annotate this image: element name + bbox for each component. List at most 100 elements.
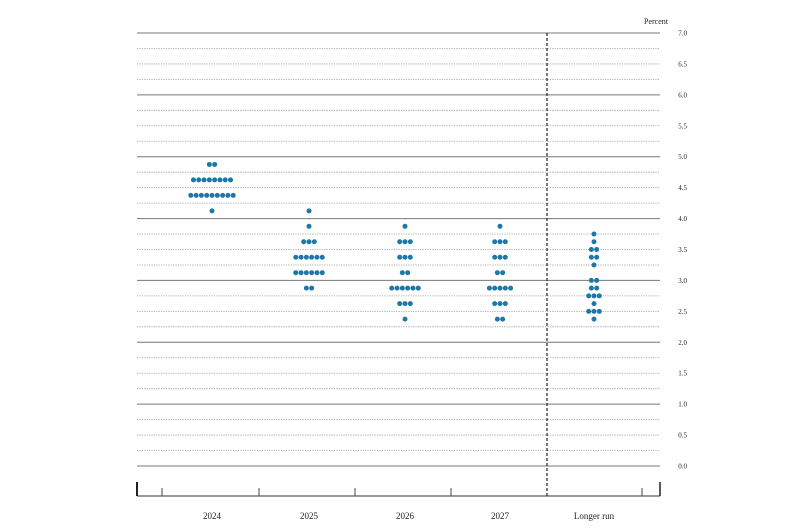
participant-dot bbox=[588, 285, 594, 291]
participant-dot bbox=[591, 316, 597, 322]
x-category-label: 2025 bbox=[300, 511, 319, 521]
participant-dot bbox=[319, 270, 325, 276]
participant-dot bbox=[201, 177, 207, 183]
participant-dot bbox=[402, 301, 408, 307]
participant-dot bbox=[319, 254, 325, 260]
participant-dot bbox=[309, 254, 315, 260]
participant-dot bbox=[492, 285, 498, 291]
participant-dot bbox=[314, 254, 320, 260]
participant-dot bbox=[298, 270, 304, 276]
participant-dot bbox=[588, 254, 594, 260]
participant-dot bbox=[217, 177, 223, 183]
participant-dot bbox=[497, 285, 503, 291]
participant-dot bbox=[502, 239, 508, 245]
participant-dot bbox=[591, 262, 597, 268]
participant-dot bbox=[206, 177, 212, 183]
participant-dot bbox=[306, 239, 312, 245]
participant-dot bbox=[502, 301, 508, 307]
participant-dot bbox=[594, 254, 600, 260]
participant-dot bbox=[591, 293, 597, 299]
participant-dot bbox=[204, 192, 210, 198]
x-category-label: 2024 bbox=[203, 511, 222, 521]
y-tick-label: 2.5 bbox=[678, 308, 687, 316]
participant-dot bbox=[209, 208, 215, 214]
participant-dot bbox=[497, 301, 503, 307]
participant-dot bbox=[293, 254, 299, 260]
participant-dot bbox=[230, 192, 236, 198]
participant-dot bbox=[405, 270, 411, 276]
y-tick-label: 4.0 bbox=[678, 215, 687, 223]
participant-dot bbox=[228, 177, 234, 183]
participant-dot bbox=[405, 285, 411, 291]
participant-dot bbox=[594, 285, 600, 291]
participant-dot bbox=[298, 254, 304, 260]
participant-dot bbox=[594, 247, 600, 252]
participant-dot bbox=[399, 285, 405, 291]
participant-dot bbox=[415, 285, 421, 291]
participant-dot bbox=[190, 177, 196, 183]
y-tick-label: 3.5 bbox=[678, 246, 687, 254]
participant-dot bbox=[410, 285, 416, 291]
y-tick-label: 0.5 bbox=[678, 432, 687, 440]
y-tick-label: 2.0 bbox=[678, 339, 687, 347]
participant-dot bbox=[402, 254, 408, 260]
participant-dot bbox=[407, 254, 413, 260]
participant-dot bbox=[303, 270, 309, 276]
participant-dot bbox=[220, 192, 226, 198]
participant-dot bbox=[214, 192, 220, 198]
participant-dot bbox=[497, 239, 503, 245]
unit-label: Percent bbox=[644, 17, 669, 26]
participant-dot bbox=[402, 239, 408, 245]
participant-dot bbox=[594, 277, 600, 283]
participant-dot bbox=[397, 301, 403, 307]
x-category-label: 2026 bbox=[396, 511, 415, 521]
participant-dot bbox=[497, 254, 503, 260]
participant-dot bbox=[497, 223, 503, 229]
participant-dot bbox=[212, 177, 218, 183]
participant-dot bbox=[399, 270, 405, 276]
participant-dot bbox=[596, 293, 602, 299]
y-tick-label: 6.0 bbox=[678, 91, 687, 99]
y-tick-label: 4.5 bbox=[678, 184, 687, 192]
participant-dot bbox=[306, 223, 312, 229]
participant-dot bbox=[293, 270, 299, 276]
participant-dot bbox=[591, 231, 597, 237]
participant-dot bbox=[492, 239, 498, 245]
data-dots bbox=[188, 161, 602, 322]
participant-dot bbox=[389, 285, 395, 291]
gridlines bbox=[137, 32, 660, 467]
participant-dot bbox=[591, 301, 597, 307]
y-tick-label: 1.5 bbox=[678, 370, 687, 378]
participant-dot bbox=[309, 270, 315, 276]
x-category-label: Longer run bbox=[574, 511, 615, 521]
participant-dot bbox=[596, 308, 602, 314]
participant-dot bbox=[588, 277, 594, 283]
participant-dot bbox=[407, 301, 413, 307]
participant-dot bbox=[394, 285, 400, 291]
participant-dot bbox=[193, 192, 199, 198]
y-tick-label: 7.0 bbox=[678, 30, 687, 38]
participant-dot bbox=[588, 247, 594, 252]
participant-dot bbox=[301, 239, 307, 245]
y-tick-label: 5.0 bbox=[678, 153, 687, 161]
participant-dot bbox=[586, 293, 592, 299]
participant-dot bbox=[314, 270, 320, 276]
participant-dot bbox=[196, 177, 202, 183]
x-category-label: 2027 bbox=[491, 511, 510, 521]
participant-dot bbox=[492, 254, 498, 260]
participant-dot bbox=[486, 285, 492, 291]
participant-dot bbox=[492, 301, 498, 307]
y-tick-label: 1.0 bbox=[678, 401, 687, 409]
participant-dot bbox=[500, 316, 506, 322]
participant-dot bbox=[303, 254, 309, 260]
participant-dot bbox=[209, 192, 215, 198]
participant-dot bbox=[311, 239, 317, 245]
participant-dot bbox=[494, 270, 500, 276]
participant-dot bbox=[397, 239, 403, 245]
participant-dot bbox=[591, 308, 597, 314]
axes: 7.0 6.5 6.0 5.5 5.0 4.5 4.0 3.5 3.0 2.5 2.0 1.5 1.0 0… bbox=[136, 30, 688, 521]
y-tick-label: 6.5 bbox=[678, 60, 687, 68]
participant-dot bbox=[586, 308, 592, 314]
